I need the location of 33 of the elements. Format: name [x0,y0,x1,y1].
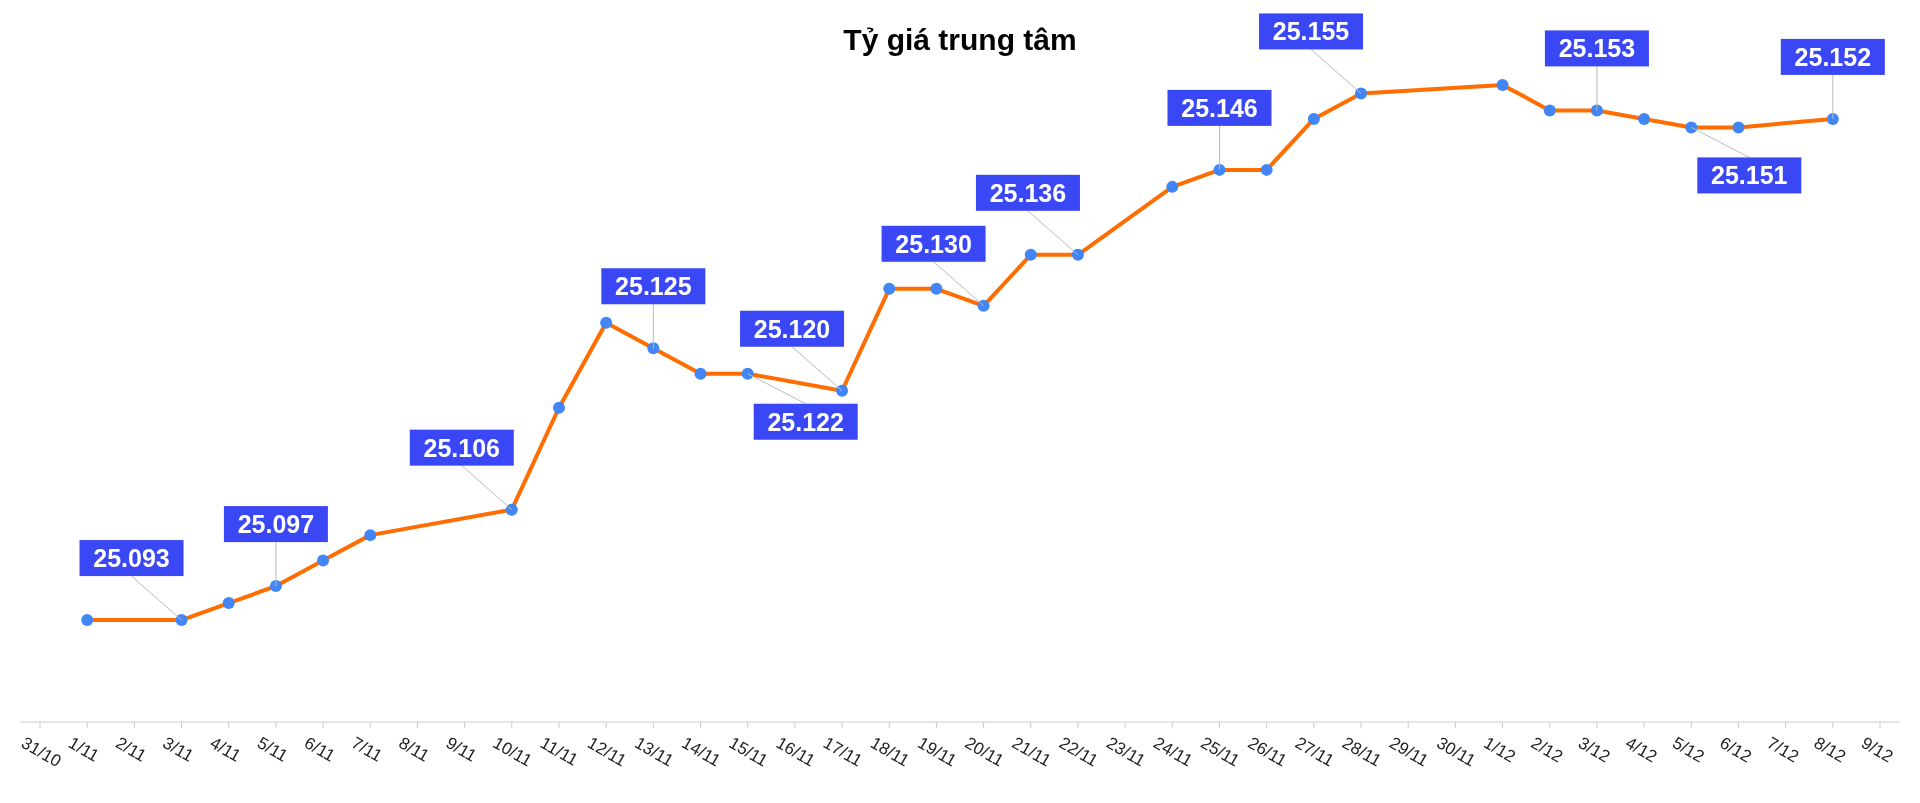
data-label: 25.136 [989,178,1067,207]
x-tick-label: 7/11 [348,733,386,766]
data-label: 25.093 [93,544,170,573]
x-tick-label: 7/12 [1763,733,1802,767]
x-tick-label: 5/12 [1669,733,1708,767]
x-tick-label: 3/12 [1574,733,1614,767]
data-label: 25.153 [1558,34,1636,63]
data-label: 25.120 [753,314,831,343]
data-label: 25.125 [615,272,692,301]
text: Tỷ giá trung tâm [843,23,1077,56]
x-tick-label: 4/11 [206,733,244,766]
x-tick-label: 9/12 [1858,733,1897,767]
data-label: 25.155 [1272,17,1350,46]
data-label: 25.097 [237,510,315,539]
data-label: 25.146 [1181,93,1258,122]
x-tick-label: 8/12 [1810,733,1850,767]
x-tick-label: 11/11 [537,733,582,770]
x-tick-label: 1/12 [1480,733,1519,767]
data-label: 25.106 [423,433,501,462]
x-tick-label: 1/11 [65,733,103,766]
x-tick-label: 5/11 [253,733,292,766]
x-tick-label: 4/12 [1622,733,1661,767]
x-tick-label: 6/11 [301,733,339,766]
data-label: 25.151 [1711,161,1788,190]
data-label: 25.122 [767,407,844,436]
x-tick-label: 9/11 [442,733,480,766]
x-tick-label: 6/12 [1716,733,1755,767]
x-tick-label: 2/11 [112,733,150,766]
x-tick-label: 3/11 [159,733,197,766]
data-label: 25.152 [1794,42,1872,71]
data-label: 25.130 [895,229,972,258]
x-tick-label: 8/11 [395,733,433,766]
x-tick-label: 2/12 [1527,733,1566,767]
